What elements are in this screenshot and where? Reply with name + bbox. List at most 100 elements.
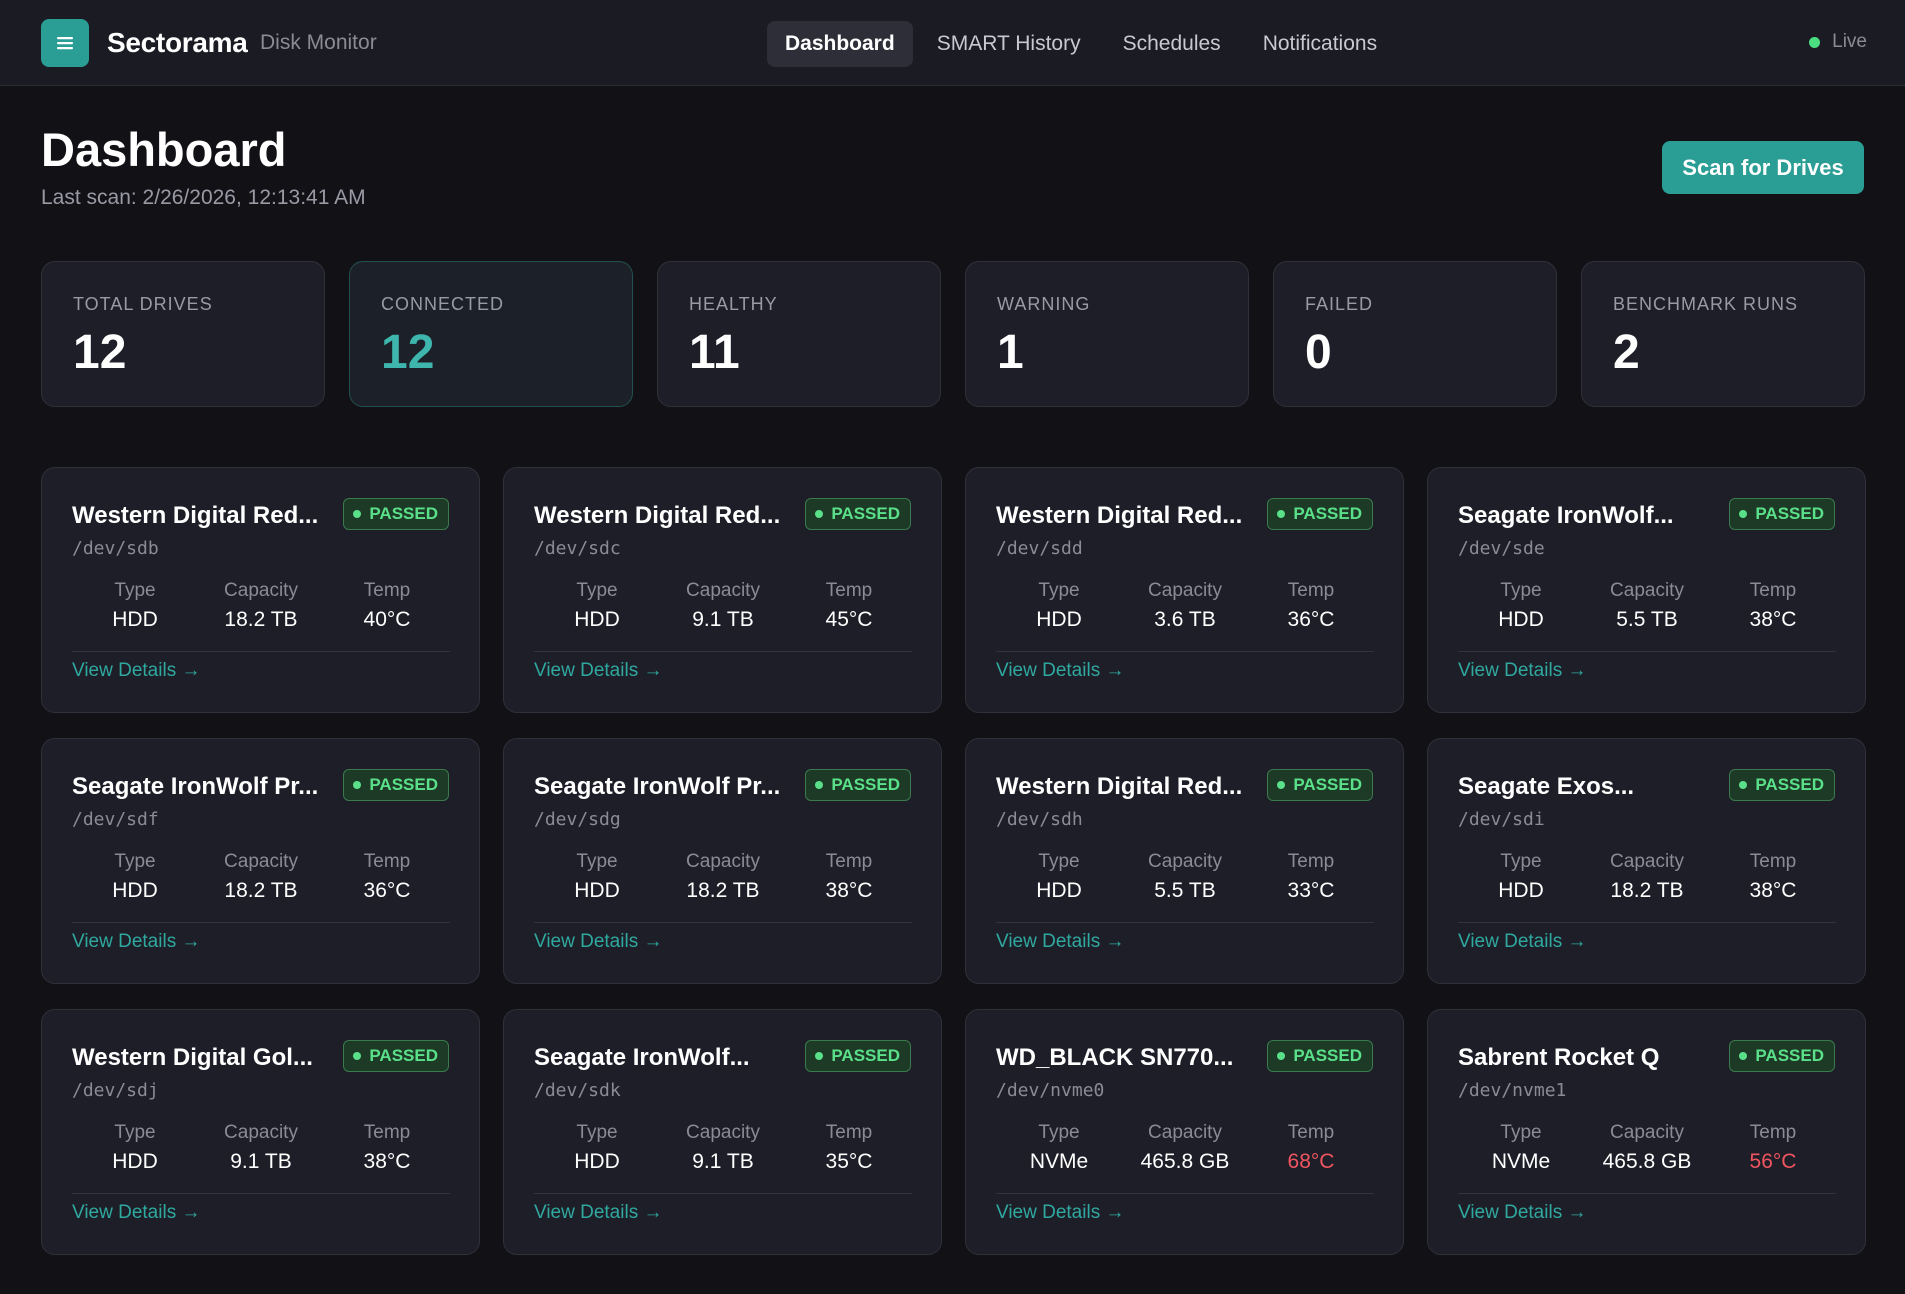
- menu-lines-icon[interactable]: [41, 19, 89, 67]
- drive-card[interactable]: Western Digital Red... PASSED /dev/sdd T…: [965, 467, 1404, 713]
- drive-card[interactable]: Western Digital Red... PASSED /dev/sdc T…: [503, 467, 942, 713]
- status-dot-icon: [1277, 781, 1286, 789]
- spec-type: Type HDD: [72, 580, 198, 632]
- stat-value: 12: [73, 326, 127, 379]
- view-details-link[interactable]: View Details →: [534, 931, 663, 952]
- tab-smart-history[interactable]: SMART History: [936, 32, 1081, 55]
- spec-temp: Temp 38°C: [1710, 851, 1836, 903]
- drive-card[interactable]: Seagate IronWolf... PASSED /dev/sde Type…: [1427, 467, 1866, 713]
- view-details-link[interactable]: View Details →: [996, 1202, 1125, 1223]
- view-details-link[interactable]: View Details →: [996, 931, 1125, 952]
- drive-card[interactable]: Seagate IronWolf Pr... PASSED /dev/sdf T…: [41, 738, 480, 984]
- stat-value: 0: [1305, 326, 1332, 379]
- view-details-link[interactable]: View Details →: [534, 660, 663, 681]
- spec-type: Type HDD: [1458, 580, 1584, 632]
- spec-value: HDD: [112, 1150, 158, 1173]
- stat-value: 1: [997, 326, 1024, 379]
- spec-value: 35°C: [825, 1150, 873, 1173]
- spec-label: Temp: [1749, 580, 1797, 601]
- spec-label: Type: [1500, 1122, 1542, 1143]
- device-path: /dev/nvme0: [996, 1080, 1105, 1101]
- last-scan-time: Last scan: 2/26/2026, 12:13:41 AM: [41, 186, 366, 209]
- scan-for-drives-button[interactable]: Scan for Drives: [1662, 141, 1864, 194]
- spec-value: 5.5 TB: [1154, 879, 1216, 902]
- spec-temp: Temp 68°C: [1248, 1122, 1374, 1174]
- view-details-link[interactable]: View Details →: [72, 931, 201, 952]
- view-details-link[interactable]: View Details →: [996, 660, 1125, 681]
- spec-temp: Temp 36°C: [324, 851, 450, 903]
- status-badge: PASSED: [805, 769, 911, 801]
- stat-card-connected: CONNECTED 12: [349, 261, 633, 407]
- spec-temp: Temp 36°C: [1248, 580, 1374, 632]
- device-path: /dev/sdc: [534, 538, 621, 559]
- view-details-link[interactable]: View Details →: [72, 660, 201, 681]
- status-dot-icon: [353, 510, 362, 518]
- status-badge: PASSED: [1267, 769, 1373, 801]
- device-path: /dev/sdh: [996, 809, 1083, 830]
- drive-card[interactable]: Western Digital Gol... PASSED /dev/sdj T…: [41, 1009, 480, 1255]
- drive-card[interactable]: Seagate Exos... PASSED /dev/sdi Type HDD…: [1427, 738, 1866, 984]
- spec-label: Capacity: [1610, 580, 1684, 601]
- status-label: PASSED: [831, 504, 900, 523]
- status-label: PASSED: [369, 1046, 438, 1065]
- status-badge: PASSED: [1729, 1040, 1835, 1072]
- drive-card[interactable]: Seagate IronWolf... PASSED /dev/sdk Type…: [503, 1009, 942, 1255]
- drive-specs: Type HDD Capacity 9.1 TB Temp 45°C: [534, 580, 912, 632]
- drive-name: Seagate IronWolf...: [1458, 502, 1674, 529]
- spec-temp: Temp 38°C: [1710, 580, 1836, 632]
- spec-value: HDD: [112, 879, 158, 902]
- spec-value: HDD: [574, 608, 620, 631]
- spec-type: Type HDD: [996, 851, 1122, 903]
- spec-value: 38°C: [825, 879, 873, 902]
- spec-value: HDD: [574, 1150, 620, 1173]
- spec-value: HDD: [112, 608, 158, 631]
- card-divider: [534, 922, 912, 923]
- drive-name: Western Digital Red...: [534, 502, 781, 529]
- stat-label: WARNING: [997, 294, 1091, 314]
- status-badge: PASSED: [343, 498, 449, 530]
- status-dot-icon: [353, 781, 362, 789]
- drive-specs: Type HDD Capacity 18.2 TB Temp 38°C: [1458, 851, 1836, 903]
- spec-value: 68°C: [1287, 1150, 1335, 1173]
- drive-name: Sabrent Rocket Q: [1458, 1044, 1660, 1071]
- spec-value: 36°C: [1287, 608, 1335, 631]
- view-details-link[interactable]: View Details →: [72, 1202, 201, 1223]
- spec-type: Type HDD: [996, 580, 1122, 632]
- tab-dashboard[interactable]: Dashboard: [767, 21, 913, 67]
- view-details-link[interactable]: View Details →: [1458, 931, 1587, 952]
- stat-label: BENCHMARK RUNS: [1613, 294, 1799, 314]
- drive-card[interactable]: Seagate IronWolf Pr... PASSED /dev/sdg T…: [503, 738, 942, 984]
- drive-name: Western Digital Gol...: [72, 1044, 313, 1071]
- spec-capacity: Capacity 5.5 TB: [1122, 851, 1248, 903]
- stat-card-total-drives: TOTAL DRIVES 12: [41, 261, 325, 407]
- spec-label: Capacity: [224, 1122, 298, 1143]
- spec-value: 9.1 TB: [692, 1150, 754, 1173]
- device-path: /dev/sde: [1458, 538, 1545, 559]
- drive-card[interactable]: Western Digital Red... PASSED /dev/sdh T…: [965, 738, 1404, 984]
- spec-label: Type: [1038, 851, 1080, 872]
- drive-card[interactable]: Sabrent Rocket Q PASSED /dev/nvme1 Type …: [1427, 1009, 1866, 1255]
- device-path: /dev/sdd: [996, 538, 1083, 559]
- tab-schedules[interactable]: Schedules: [1122, 32, 1221, 55]
- view-details-link[interactable]: View Details →: [1458, 660, 1587, 681]
- drive-name: Western Digital Red...: [72, 502, 319, 529]
- status-label: PASSED: [831, 775, 900, 794]
- spec-label: Temp: [1749, 851, 1797, 872]
- view-details-link[interactable]: View Details →: [1458, 1202, 1587, 1223]
- device-path: /dev/sdb: [72, 538, 159, 559]
- view-details-link[interactable]: View Details →: [534, 1202, 663, 1223]
- stats-row: TOTAL DRIVES 12 CONNECTED 12 HEALTHY 11 …: [41, 261, 1865, 407]
- drive-name: Seagate IronWolf Pr...: [534, 773, 781, 800]
- spec-capacity: Capacity 18.2 TB: [660, 851, 786, 903]
- tab-notifications[interactable]: Notifications: [1262, 32, 1378, 55]
- device-path: /dev/sdf: [72, 809, 159, 830]
- card-divider: [996, 1193, 1374, 1194]
- drive-card[interactable]: WD_BLACK SN770... PASSED /dev/nvme0 Type…: [965, 1009, 1404, 1255]
- spec-label: Type: [1038, 580, 1080, 601]
- status-badge: PASSED: [805, 1040, 911, 1072]
- card-divider: [996, 651, 1374, 652]
- spec-temp: Temp 33°C: [1248, 851, 1374, 903]
- drive-card[interactable]: Western Digital Red... PASSED /dev/sdb T…: [41, 467, 480, 713]
- status-dot-icon: [1809, 36, 1821, 48]
- spec-label: Type: [1500, 580, 1542, 601]
